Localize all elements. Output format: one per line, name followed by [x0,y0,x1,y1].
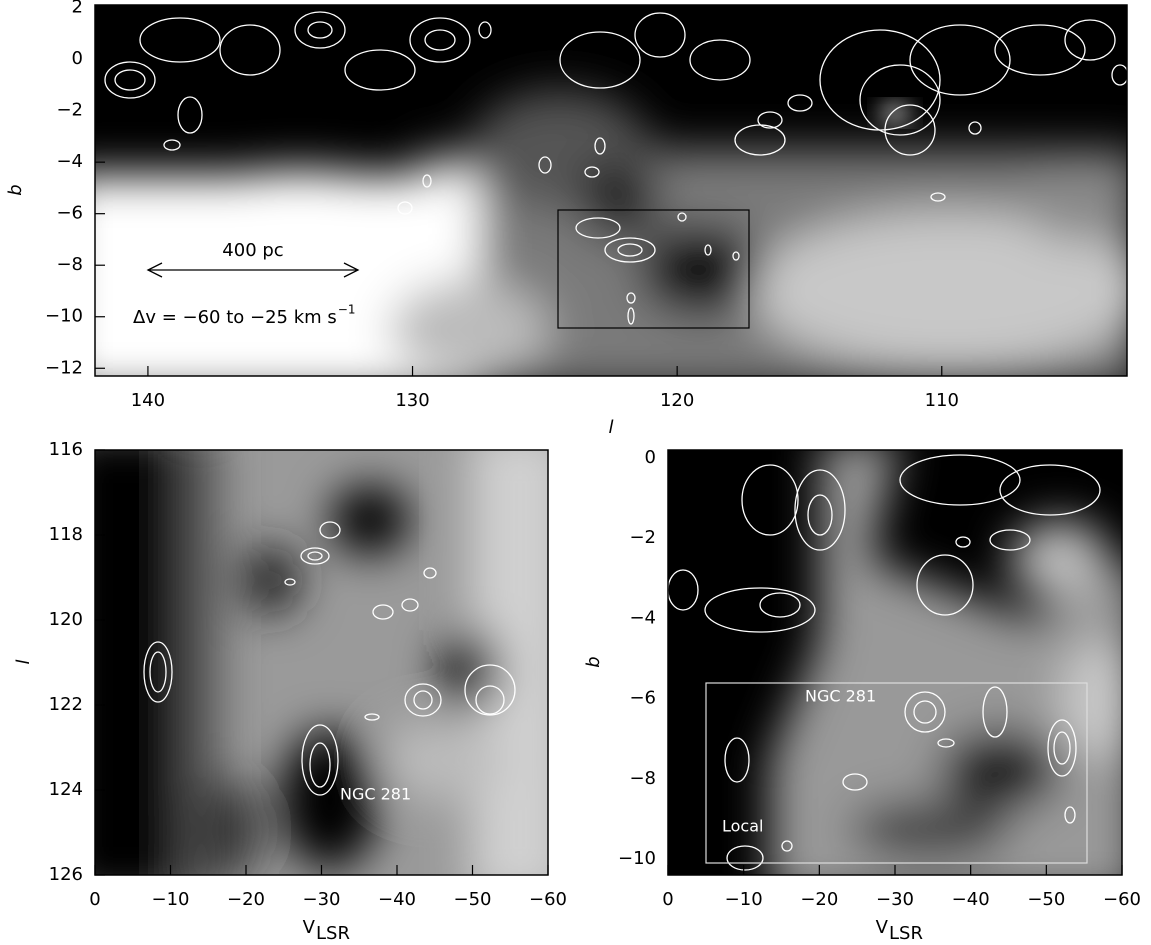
x-tick-label: 120 [660,390,694,411]
x-tick-label: −40 [952,889,990,910]
x-tick-label: −20 [227,889,265,910]
y-tick-label: −12 [45,357,83,378]
y-axis-label: l [13,659,34,664]
x-axis-label: V [876,917,889,938]
y-tick-label: −10 [618,848,656,869]
annotation: NGC 281 [805,687,876,706]
x-tick-label: 0 [662,889,673,910]
annotation: 400 pc [222,240,283,261]
y-tick-label: −8 [629,768,656,789]
x-axis-label-subscript: LSR [889,923,923,944]
x-tick-label: 110 [925,390,959,411]
x-tick-label: −10 [152,889,190,910]
y-tick-label: 120 [49,609,83,630]
x-tick-label: −40 [378,889,416,910]
y-tick-label: 118 [49,524,83,545]
x-axis-label-subscript: LSR [316,923,350,944]
x-tick-label: −50 [454,889,492,910]
y-tick-label: −2 [629,527,656,548]
x-tick-label: −20 [800,889,838,910]
figure: 140130120110−12−10−8−6−4−202lb400 pcΔv =… [0,0,1151,945]
y-tick-label: −4 [629,607,656,628]
x-tick-label: 140 [131,390,165,411]
x-tick-label: −30 [303,889,341,910]
annotation: Local [722,817,763,836]
y-tick-label: 116 [49,439,83,460]
annotation: NGC 281 [340,785,411,804]
x-axis-label: V [303,917,316,938]
y-tick-label: −6 [629,688,656,709]
y-axis-label: b [583,656,604,667]
x-axis-label: l [608,417,613,438]
y-tick-label: −10 [45,306,83,327]
y-tick-label: −6 [56,203,83,224]
map-image [60,5,1150,395]
annotation: Δv = −60 to −25 km s [133,307,337,328]
lv-image [60,430,570,900]
annotation-superscript: −1 [338,303,356,317]
y-tick-label: −2 [56,100,83,121]
y-tick-label: −8 [56,254,83,275]
x-tick-label: −30 [876,889,914,910]
y-tick-label: 126 [49,864,83,885]
x-tick-label: −50 [1027,889,1065,910]
x-tick-label: −60 [529,889,567,910]
y-tick-label: 0 [645,447,656,468]
x-tick-label: 130 [395,390,429,411]
x-tick-label: −10 [725,889,763,910]
y-tick-label: −4 [56,151,83,172]
y-axis-label: b [5,184,26,195]
y-tick-label: 0 [72,48,83,69]
y-tick-label: 122 [49,694,83,715]
y-tick-label: 2 [72,0,83,18]
x-tick-label: −60 [1103,889,1141,910]
y-tick-label: 124 [49,779,83,800]
x-tick-label: 0 [89,889,100,910]
